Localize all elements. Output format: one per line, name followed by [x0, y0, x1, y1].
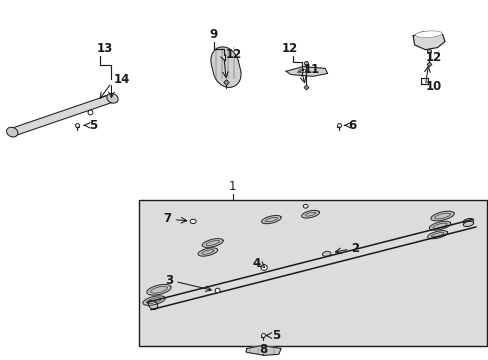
Ellipse shape — [6, 127, 18, 137]
Polygon shape — [430, 211, 453, 221]
Text: 8: 8 — [259, 343, 266, 356]
Text: 5: 5 — [271, 329, 280, 342]
Text: 5: 5 — [89, 119, 97, 132]
Text: 6: 6 — [348, 119, 356, 132]
Polygon shape — [427, 231, 447, 239]
Polygon shape — [301, 210, 319, 218]
Text: 1: 1 — [228, 180, 236, 193]
Text: 12: 12 — [425, 51, 441, 64]
Ellipse shape — [462, 221, 473, 226]
Polygon shape — [202, 239, 223, 247]
Text: 3: 3 — [165, 274, 173, 287]
Ellipse shape — [462, 219, 473, 224]
Polygon shape — [245, 346, 281, 355]
Text: 7: 7 — [163, 212, 171, 225]
Ellipse shape — [148, 300, 158, 310]
Text: 4: 4 — [252, 257, 260, 270]
Text: 11: 11 — [303, 63, 319, 76]
Ellipse shape — [415, 31, 441, 37]
Polygon shape — [146, 284, 171, 295]
Text: 9: 9 — [209, 28, 217, 41]
Text: 10: 10 — [425, 80, 441, 93]
Text: 2: 2 — [350, 242, 359, 255]
Ellipse shape — [322, 251, 330, 256]
Polygon shape — [412, 32, 444, 50]
Polygon shape — [428, 221, 450, 230]
Text: 13: 13 — [97, 42, 113, 55]
Text: 14: 14 — [113, 73, 129, 86]
Polygon shape — [261, 216, 281, 224]
Polygon shape — [210, 47, 241, 87]
Ellipse shape — [261, 265, 266, 270]
Polygon shape — [198, 248, 217, 256]
FancyBboxPatch shape — [139, 200, 486, 346]
Text: 12: 12 — [225, 48, 242, 61]
Ellipse shape — [190, 219, 196, 224]
Ellipse shape — [298, 69, 305, 73]
Ellipse shape — [106, 93, 118, 103]
Polygon shape — [285, 67, 327, 76]
Ellipse shape — [215, 288, 220, 293]
Polygon shape — [142, 296, 165, 305]
Ellipse shape — [303, 204, 307, 208]
Text: 12: 12 — [281, 42, 297, 55]
Polygon shape — [7, 94, 117, 137]
